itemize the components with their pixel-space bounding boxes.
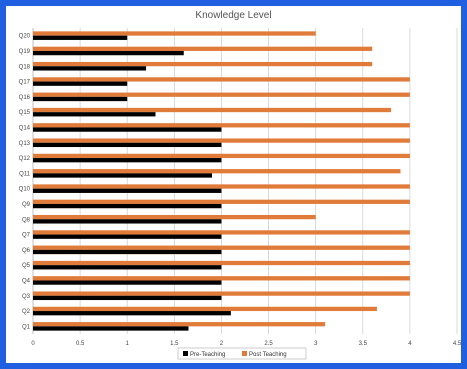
x-tick-label: 3.5	[359, 341, 368, 347]
x-tick-label: 3	[314, 341, 318, 347]
bar-pre-teaching	[33, 265, 222, 270]
bar-pre-teaching	[33, 142, 222, 148]
bar-pre-teaching	[33, 35, 128, 40]
y-tick-label: Q17	[19, 80, 31, 86]
bar-pre-teaching	[33, 234, 222, 239]
bar-post-teaching	[33, 245, 410, 250]
bar-post-teaching	[33, 214, 316, 220]
x-tick-label: 2.5	[264, 341, 273, 347]
bar-pre-teaching	[33, 96, 128, 102]
y-tick-label: Q20	[19, 34, 31, 40]
bar-pre-teaching	[33, 219, 222, 224]
x-tick-label: 0.5	[76, 341, 85, 347]
bar-pre-teaching	[33, 81, 128, 86]
y-tick-label: Q18	[19, 64, 31, 70]
bar-pre-teaching	[33, 249, 222, 255]
y-tick-label: Q1	[22, 324, 31, 330]
y-tick-label: Q7	[22, 233, 31, 239]
y-tick-label: Q19	[19, 49, 31, 55]
bar-pre-teaching	[33, 50, 184, 56]
y-tick-label: Q11	[19, 171, 31, 177]
x-tick-label: 1.5	[170, 341, 179, 347]
bar-post-teaching	[33, 276, 410, 281]
bar-pre-teaching	[33, 280, 222, 285]
bar-post-teaching	[33, 138, 410, 143]
bar-post-teaching	[33, 92, 410, 97]
y-tick-label: Q14	[19, 125, 31, 131]
y-tick-label: Q15	[19, 110, 31, 116]
x-tick-label: 4	[408, 341, 412, 347]
bar-post-teaching	[33, 199, 410, 204]
y-tick-label: Q10	[19, 187, 31, 193]
y-tick-label: Q3	[22, 294, 31, 300]
bar-post-teaching	[33, 123, 410, 128]
bar-post-teaching	[33, 260, 410, 266]
bar-pre-teaching	[33, 112, 156, 117]
x-tick-label: 1	[126, 341, 130, 347]
y-tick-label: Q2	[22, 309, 31, 315]
legend-label-pre-teaching: Pre-Teaching	[190, 352, 225, 358]
legend-swatch-post-teaching	[242, 351, 247, 356]
bar-pre-teaching	[33, 158, 222, 163]
y-tick-label: Q5	[22, 263, 31, 269]
x-tick-label: 4.5	[453, 341, 461, 347]
bar-post-teaching	[33, 322, 326, 327]
x-tick-label: 2	[220, 341, 224, 347]
y-tick-label: Q6	[22, 248, 31, 254]
bar-pre-teaching	[33, 188, 222, 193]
y-tick-label: Q16	[19, 95, 31, 101]
bar-post-teaching	[33, 61, 373, 67]
bar-post-teaching	[33, 107, 392, 113]
bar-pre-teaching	[33, 295, 222, 301]
y-tick-label: Q4	[22, 278, 31, 284]
bar-post-teaching	[33, 77, 410, 82]
bar-pre-teaching	[33, 326, 189, 331]
bar-post-teaching	[33, 153, 410, 159]
bar-pre-teaching	[33, 66, 147, 71]
legend-swatch-pre-teaching	[183, 351, 188, 356]
chart-frame: Knowledge Level 0 0.5 1 1.5 2 2.5 3 3.5 4 4.5 Q1 Q2…	[6, 6, 461, 363]
y-tick-label: Q9	[22, 202, 31, 208]
bar-pre-teaching	[33, 203, 222, 209]
bar-post-teaching	[33, 306, 377, 312]
bar-post-teaching	[33, 291, 410, 296]
y-tick-label: Q8	[22, 217, 31, 223]
y-tick-label: Q13	[19, 141, 31, 147]
bar-post-teaching	[33, 184, 410, 189]
bar-pre-teaching	[33, 311, 231, 316]
legend-label-post-teaching: Post Teaching	[249, 352, 287, 358]
bar-post-teaching	[33, 46, 373, 51]
bar-pre-teaching	[33, 173, 213, 178]
bar-post-teaching	[33, 31, 316, 36]
bar-pre-teaching	[33, 127, 222, 132]
y-tick-label: Q12	[19, 156, 31, 162]
bar-post-teaching	[33, 169, 401, 174]
x-tick-label: 0	[31, 341, 35, 347]
bar-chart: 0 0.5 1 1.5 2 2.5 3 3.5 4 4.5 Q1 Q2 Q3 Q4 Q5 Q6 Q7 Q8 Q9 Q1…	[19, 28, 461, 360]
bar-post-teaching	[33, 230, 410, 235]
chart-title: Knowledge Level	[195, 10, 272, 21]
